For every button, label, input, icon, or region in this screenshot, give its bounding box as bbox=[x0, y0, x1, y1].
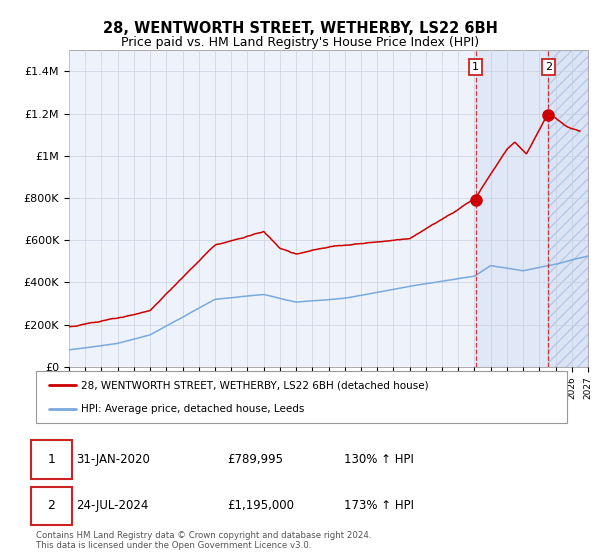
Text: HPI: Average price, detached house, Leeds: HPI: Average price, detached house, Leed… bbox=[81, 404, 305, 414]
Text: 28, WENTWORTH STREET, WETHERBY, LS22 6BH: 28, WENTWORTH STREET, WETHERBY, LS22 6BH bbox=[103, 21, 497, 36]
Text: £1,195,000: £1,195,000 bbox=[227, 500, 294, 512]
FancyBboxPatch shape bbox=[31, 487, 72, 525]
Text: 31-JAN-2020: 31-JAN-2020 bbox=[76, 453, 150, 466]
Bar bbox=[476, 50, 548, 367]
Text: 130% ↑ HPI: 130% ↑ HPI bbox=[344, 453, 414, 466]
Text: Price paid vs. HM Land Registry's House Price Index (HPI): Price paid vs. HM Land Registry's House … bbox=[121, 36, 479, 49]
Text: 173% ↑ HPI: 173% ↑ HPI bbox=[344, 500, 414, 512]
Bar bbox=[548, 50, 588, 367]
FancyBboxPatch shape bbox=[36, 371, 567, 423]
Text: 2: 2 bbox=[545, 62, 552, 72]
Text: Contains HM Land Registry data © Crown copyright and database right 2024.
This d: Contains HM Land Registry data © Crown c… bbox=[36, 530, 371, 550]
Text: 28, WENTWORTH STREET, WETHERBY, LS22 6BH (detached house): 28, WENTWORTH STREET, WETHERBY, LS22 6BH… bbox=[81, 380, 429, 390]
Bar bbox=[548, 50, 588, 367]
Text: £789,995: £789,995 bbox=[227, 453, 283, 466]
Text: 1: 1 bbox=[472, 62, 479, 72]
Text: 2: 2 bbox=[47, 500, 55, 512]
Text: 24-JUL-2024: 24-JUL-2024 bbox=[76, 500, 148, 512]
FancyBboxPatch shape bbox=[31, 440, 72, 479]
Text: 1: 1 bbox=[47, 453, 55, 466]
